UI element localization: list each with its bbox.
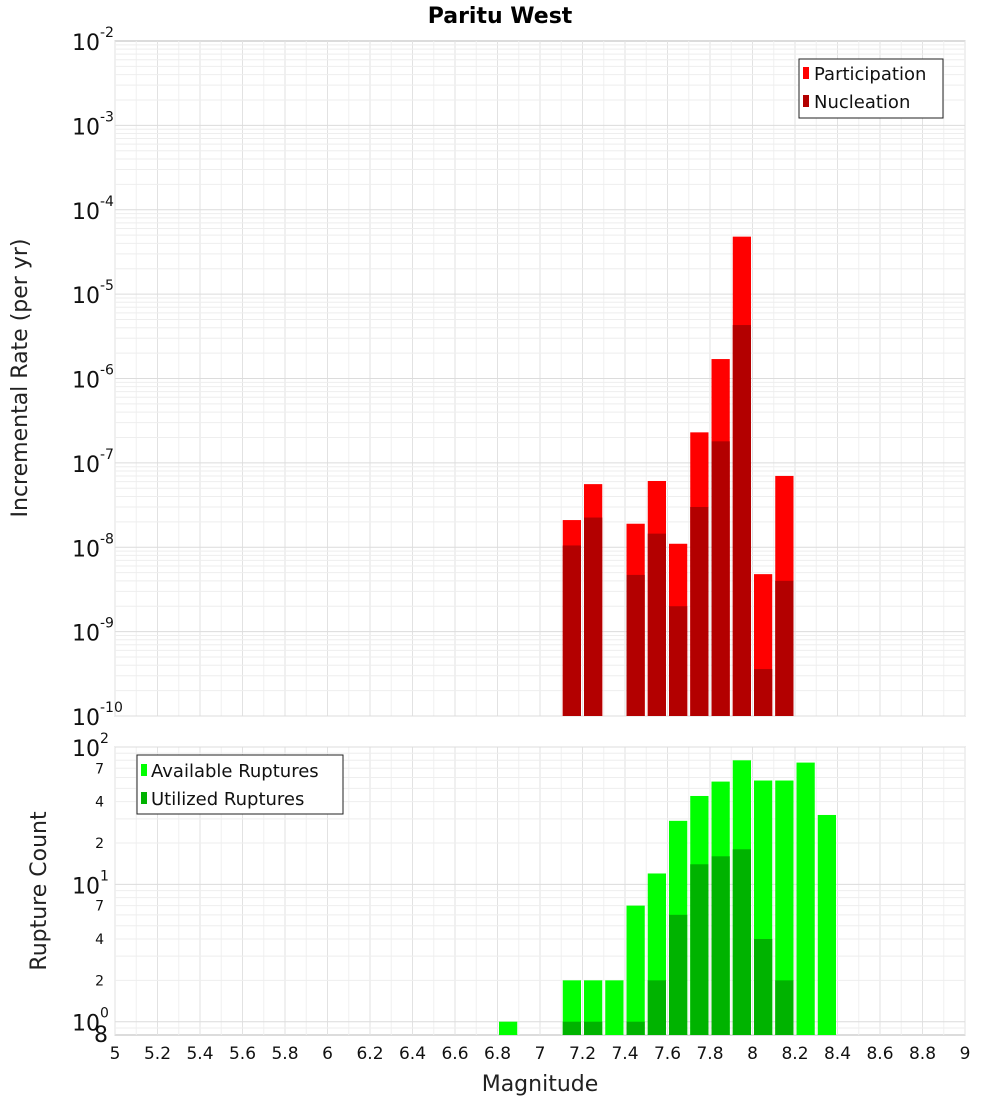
y-tick-label: 10-2: [72, 25, 114, 56]
y-tick-label: 102: [72, 731, 109, 762]
bar-utilized-ruptures: [732, 849, 751, 1035]
x-tick-label: 5.2: [144, 1044, 171, 1064]
y-tick-label: 10-10: [72, 700, 123, 731]
x-tick-label: 5.8: [271, 1044, 298, 1064]
bar-nucleation: [775, 580, 794, 716]
x-tick-label: 6.2: [356, 1044, 383, 1064]
bar-nucleation: [584, 517, 603, 716]
top-legend-box: [798, 58, 944, 119]
bar-available-ruptures: [775, 780, 794, 1035]
bar-utilized-ruptures: [669, 914, 688, 1035]
y-bottom-tick-label: 8: [94, 1023, 108, 1048]
legend-swatch-available: [141, 764, 147, 776]
bar-available-ruptures: [626, 905, 645, 1035]
y-tick-label: 101: [72, 868, 109, 899]
bar-available-ruptures: [817, 814, 836, 1035]
y-tick-label: 10-4: [72, 194, 114, 225]
legend-swatch-nucleation: [803, 95, 809, 107]
y-tick-label: 10-5: [72, 278, 114, 309]
x-tick-label: 7.8: [696, 1044, 723, 1064]
x-tick-label: 5.6: [229, 1044, 256, 1064]
bar-available-ruptures: [562, 980, 581, 1035]
legend-swatch-utilized: [141, 792, 147, 804]
y-tick-label: 10-8: [72, 531, 114, 562]
y-tick-label: 10-7: [72, 447, 114, 478]
y-minor-tick-label: 4: [95, 795, 104, 811]
x-tick-label: 8.8: [909, 1044, 936, 1064]
x-tick-label: 7.2: [569, 1044, 596, 1064]
bar-utilized-ruptures: [754, 939, 773, 1035]
bar-available-ruptures: [499, 1021, 518, 1035]
y-tick-label: 10-3: [72, 109, 114, 140]
bar-nucleation: [732, 325, 751, 716]
bar-nucleation: [690, 506, 709, 716]
x-tick-label: 5.4: [186, 1044, 213, 1064]
y-tick-label: 10-9: [72, 616, 114, 647]
legend-label-participation: Participation: [814, 64, 926, 85]
x-tick-label: 8.2: [781, 1044, 808, 1064]
bar-available-ruptures: [796, 762, 815, 1035]
x-axis-label: Magnitude: [482, 1072, 599, 1097]
x-tick-label: 8.6: [866, 1044, 893, 1064]
bottom-legend-box: [136, 754, 344, 815]
top-y-tick-labels: 10-10 10-9 10-8 10-7 10-6 10-5 10-4 10-3 10-2: [72, 25, 123, 731]
x-tick-label: 6.4: [399, 1044, 426, 1064]
x-tick-label: 7: [535, 1044, 546, 1064]
x-tick-label: 6.6: [441, 1044, 468, 1064]
bar-nucleation: [754, 669, 773, 716]
legend-label-available: Available Ruptures: [151, 761, 319, 782]
bar-utilized-ruptures: [626, 1021, 645, 1035]
x-tick-label: 8: [747, 1044, 758, 1064]
x-tick-label: 7.6: [654, 1044, 681, 1064]
bar-nucleation: [626, 574, 645, 716]
x-tick-label: 8.4: [824, 1044, 851, 1064]
chart-title: Paritu West: [428, 4, 573, 29]
y-tick-label: 100: [72, 1006, 109, 1037]
bar-available-ruptures: [584, 980, 603, 1035]
bar-nucleation: [669, 606, 688, 716]
y-minor-tick-label: 2: [95, 973, 104, 989]
bar-utilized-ruptures: [647, 980, 666, 1035]
y-minor-tick-label: 2: [95, 836, 104, 852]
x-tick-labels: 5 5.2 5.4 5.6 5.8 6 6.2 6.4 6.6 6.8 7 7.2 7.4 7.6 7.8 8…: [110, 1044, 971, 1064]
bar-available-ruptures: [605, 980, 624, 1035]
top-gridlines: [114, 41, 966, 717]
bar-utilized-ruptures: [562, 1021, 581, 1035]
bottom-y-tick-labels: 100 101 102 2 4 7 2 4 7 8: [72, 731, 109, 1048]
x-tick-label: 6: [322, 1044, 333, 1064]
top-legend: Participation Nucleation: [798, 58, 944, 119]
y-minor-tick-label: 7: [95, 899, 104, 915]
y-tick-label: 10-6: [72, 363, 114, 394]
bottom-bars: [499, 760, 836, 1035]
bar-utilized-ruptures: [584, 1021, 603, 1035]
top-y-axis-label: Incremental Rate (per yr): [8, 239, 33, 518]
top-bars: [562, 236, 794, 716]
x-tick-label: 9: [960, 1044, 971, 1064]
legend-swatch-participation: [803, 67, 809, 79]
bottom-legend: Available Ruptures Utilized Ruptures: [136, 754, 344, 815]
y-minor-tick-label: 7: [95, 761, 104, 777]
bar-nucleation: [647, 533, 666, 716]
y-minor-tick-label: 4: [95, 932, 104, 948]
x-tick-label: 5: [110, 1044, 121, 1064]
x-tick-label: 7.4: [611, 1044, 638, 1064]
legend-label-nucleation: Nucleation: [814, 92, 910, 113]
bar-utilized-ruptures: [775, 980, 794, 1035]
x-tick-label: 6.8: [484, 1044, 511, 1064]
bar-nucleation: [562, 545, 581, 716]
bar-nucleation: [711, 441, 730, 716]
bar-utilized-ruptures: [690, 864, 709, 1035]
bar-utilized-ruptures: [711, 856, 730, 1035]
legend-label-utilized: Utilized Ruptures: [151, 789, 304, 810]
bottom-y-axis-label: Rupture Count: [27, 811, 52, 971]
